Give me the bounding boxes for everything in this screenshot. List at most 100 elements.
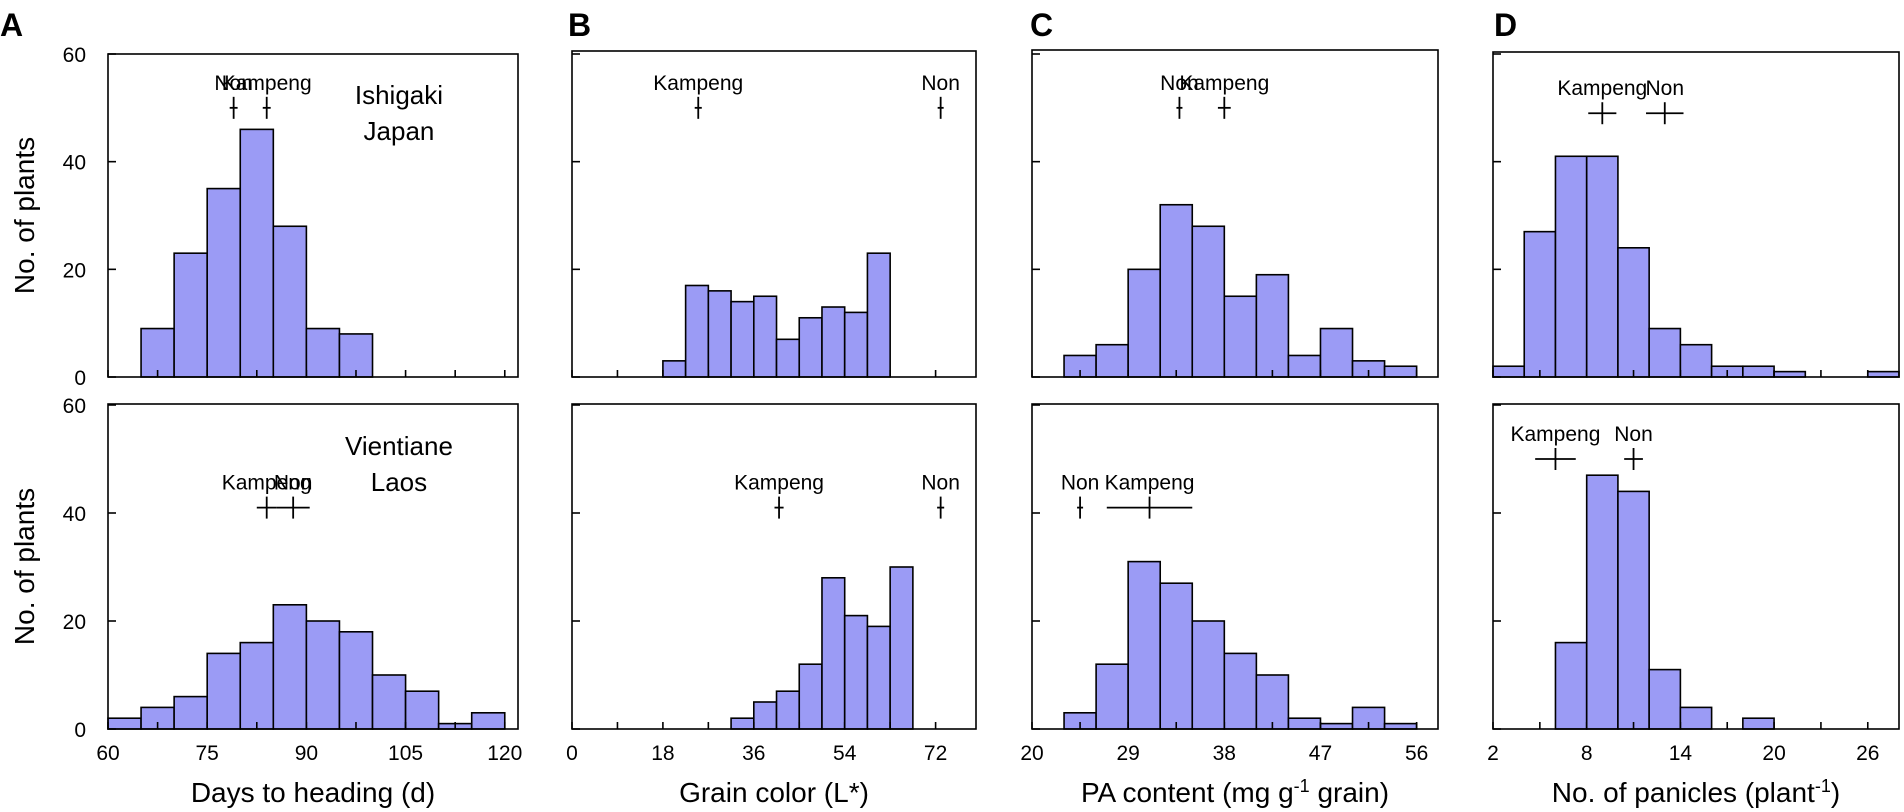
mean-sd-marker: Kampeng: [1511, 423, 1601, 470]
plot-frame: [107, 403, 519, 730]
mean-sd-marker: Kampeng: [1179, 72, 1269, 119]
histogram-bar: [239, 128, 275, 378]
panel-letter: B: [568, 7, 591, 43]
histogram-bar: [371, 674, 407, 730]
x-axis-title: No. of panicles (plant-1): [1552, 776, 1840, 808]
histogram-bar: [1159, 203, 1194, 378]
histogram-bar: [1223, 295, 1258, 378]
y-axis-title: No. of plants: [9, 137, 40, 294]
histogram-bar: [1742, 717, 1775, 730]
x-tick-label: 54: [833, 742, 857, 765]
histogram-bar: [1554, 155, 1588, 378]
panel-letter: D: [1494, 7, 1517, 43]
mean-sd-marker: Kampeng: [222, 472, 312, 519]
x-tick-label: 18: [651, 742, 674, 765]
histogram-bar: [173, 252, 208, 378]
x-tick-label: 90: [295, 742, 318, 765]
histogram-bar: [1617, 247, 1650, 378]
histogram-bar: [107, 717, 142, 730]
y-tick-label: 20: [63, 259, 86, 282]
histogram-bar: [1319, 327, 1354, 378]
histogram-bar: [1319, 722, 1354, 730]
x-tick-label: 60: [96, 742, 119, 765]
x-tick-label: 75: [196, 742, 219, 765]
histogram-bar: [1679, 706, 1713, 730]
histogram-bar: [206, 187, 242, 378]
x-tick-label: 2: [1487, 742, 1499, 765]
histogram-bar: [798, 663, 823, 730]
marker-label: Kampeng: [734, 472, 824, 495]
histogram-bar: [821, 576, 846, 730]
mean-sd-marker: Non: [1061, 472, 1099, 519]
histogram-bar: [662, 360, 687, 378]
histogram-bar: [821, 306, 846, 378]
plot-frame: [1031, 49, 1439, 378]
x-tick-label: 0: [566, 742, 578, 765]
y-tick-label: 40: [63, 503, 86, 526]
subplot-bottom: Kampeng Non: [571, 403, 977, 730]
histogram-bar: [730, 717, 755, 730]
histogram-bar: [1585, 474, 1619, 730]
histogram-bar: [1191, 225, 1226, 378]
histogram-bar: [338, 630, 374, 730]
mean-sd-marker: Non: [214, 72, 253, 119]
mean-sd-marker: Kampeng: [1557, 77, 1647, 125]
y-tick-label: 20: [63, 611, 86, 634]
histogram-bar: [1585, 155, 1619, 378]
mean-sd-marker: Kampeng: [222, 72, 312, 119]
mean-sd-marker: Non: [274, 472, 312, 519]
y-tick-label: 0: [74, 367, 86, 390]
histogram-bar: [239, 641, 275, 730]
marker-label: Non: [1614, 423, 1653, 446]
histogram-bar: [140, 327, 175, 378]
histogram-bar: [798, 316, 823, 378]
y-tick-label: 0: [74, 719, 86, 742]
x-tick-label: 56: [1405, 742, 1428, 765]
histogram-bar: [1255, 273, 1290, 378]
histogram-bar: [1287, 354, 1322, 378]
plot-frame: [1031, 403, 1439, 730]
histogram-bar: [272, 225, 308, 378]
x-tick-label: 29: [1116, 742, 1139, 765]
mean-sd-marker: Kampeng: [734, 472, 824, 519]
x-tick-label: 38: [1213, 742, 1236, 765]
marker-label: Non: [1160, 72, 1199, 95]
panel-letter: C: [1030, 7, 1053, 43]
histogram-bar: [1383, 722, 1418, 730]
marker-label: Kampeng: [1511, 423, 1601, 446]
x-axis-title: Grain color (L*): [679, 777, 869, 808]
marker-label: Non: [214, 72, 253, 95]
histogram-bar: [1679, 343, 1713, 378]
histogram-bar: [1648, 668, 1682, 730]
location-label: Vientiane: [345, 431, 453, 461]
histogram-bar: [1554, 641, 1588, 730]
histogram-bar: [1492, 365, 1526, 378]
x-tick-label: 8: [1581, 742, 1593, 765]
x-tick-label: 20: [1020, 742, 1043, 765]
location-label: Japan: [364, 116, 435, 146]
histogram-bar: [866, 625, 891, 730]
histogram-bar: [305, 327, 341, 378]
location-label: Laos: [371, 467, 427, 497]
x-axis-title-main: PA content (mg g: [1081, 777, 1294, 808]
marker-label: Kampeng: [653, 72, 743, 95]
mean-sd-marker: Non: [1160, 72, 1199, 119]
y-tick-label: 40: [63, 152, 86, 175]
x-tick-label: 120: [487, 742, 522, 765]
x-tick-label: 72: [924, 742, 947, 765]
histogram-bar: [1159, 582, 1194, 730]
plot-frame: [1492, 51, 1900, 378]
marker-label: Non: [1646, 77, 1685, 100]
histogram-bar: [752, 295, 778, 378]
location-label: Ishigaki: [355, 80, 443, 110]
histogram-bar: [305, 620, 341, 730]
mean-sd-marker: Kampeng: [1105, 472, 1194, 519]
histogram-bar: [272, 603, 308, 730]
marker-label: Kampeng: [222, 472, 312, 495]
marker-label: Kampeng: [222, 72, 312, 95]
